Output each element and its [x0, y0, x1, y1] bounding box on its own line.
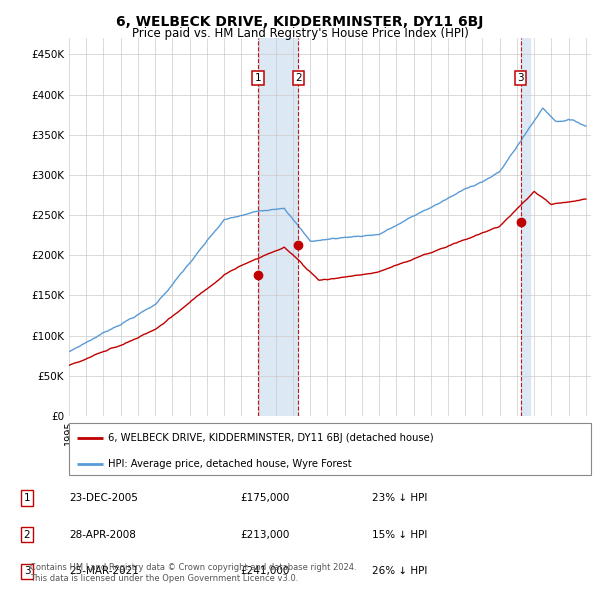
- Bar: [521, 38, 530, 416]
- Text: 26% ↓ HPI: 26% ↓ HPI: [372, 566, 427, 576]
- Text: 23-DEC-2005: 23-DEC-2005: [69, 493, 138, 503]
- Text: 1: 1: [23, 493, 31, 503]
- Text: £213,000: £213,000: [240, 530, 289, 540]
- Text: £175,000: £175,000: [240, 493, 289, 503]
- Text: HPI: Average price, detached house, Wyre Forest: HPI: Average price, detached house, Wyre…: [108, 458, 352, 468]
- Text: 6, WELBECK DRIVE, KIDDERMINSTER, DY11 6BJ: 6, WELBECK DRIVE, KIDDERMINSTER, DY11 6B…: [116, 15, 484, 29]
- Text: 28-APR-2008: 28-APR-2008: [69, 530, 136, 540]
- Bar: [258, 38, 298, 416]
- Text: 3: 3: [23, 566, 31, 576]
- Text: 1: 1: [254, 73, 262, 83]
- Text: £241,000: £241,000: [240, 566, 289, 576]
- Text: 2: 2: [23, 530, 31, 540]
- Text: 3: 3: [518, 73, 524, 83]
- Text: 15% ↓ HPI: 15% ↓ HPI: [372, 530, 427, 540]
- Text: Contains HM Land Registry data © Crown copyright and database right 2024.: Contains HM Land Registry data © Crown c…: [30, 563, 356, 572]
- Text: Price paid vs. HM Land Registry's House Price Index (HPI): Price paid vs. HM Land Registry's House …: [131, 27, 469, 40]
- Text: This data is licensed under the Open Government Licence v3.0.: This data is licensed under the Open Gov…: [30, 574, 298, 583]
- Text: 6, WELBECK DRIVE, KIDDERMINSTER, DY11 6BJ (detached house): 6, WELBECK DRIVE, KIDDERMINSTER, DY11 6B…: [108, 432, 434, 442]
- Text: 25-MAR-2021: 25-MAR-2021: [69, 566, 139, 576]
- Text: 23% ↓ HPI: 23% ↓ HPI: [372, 493, 427, 503]
- Text: 2: 2: [295, 73, 302, 83]
